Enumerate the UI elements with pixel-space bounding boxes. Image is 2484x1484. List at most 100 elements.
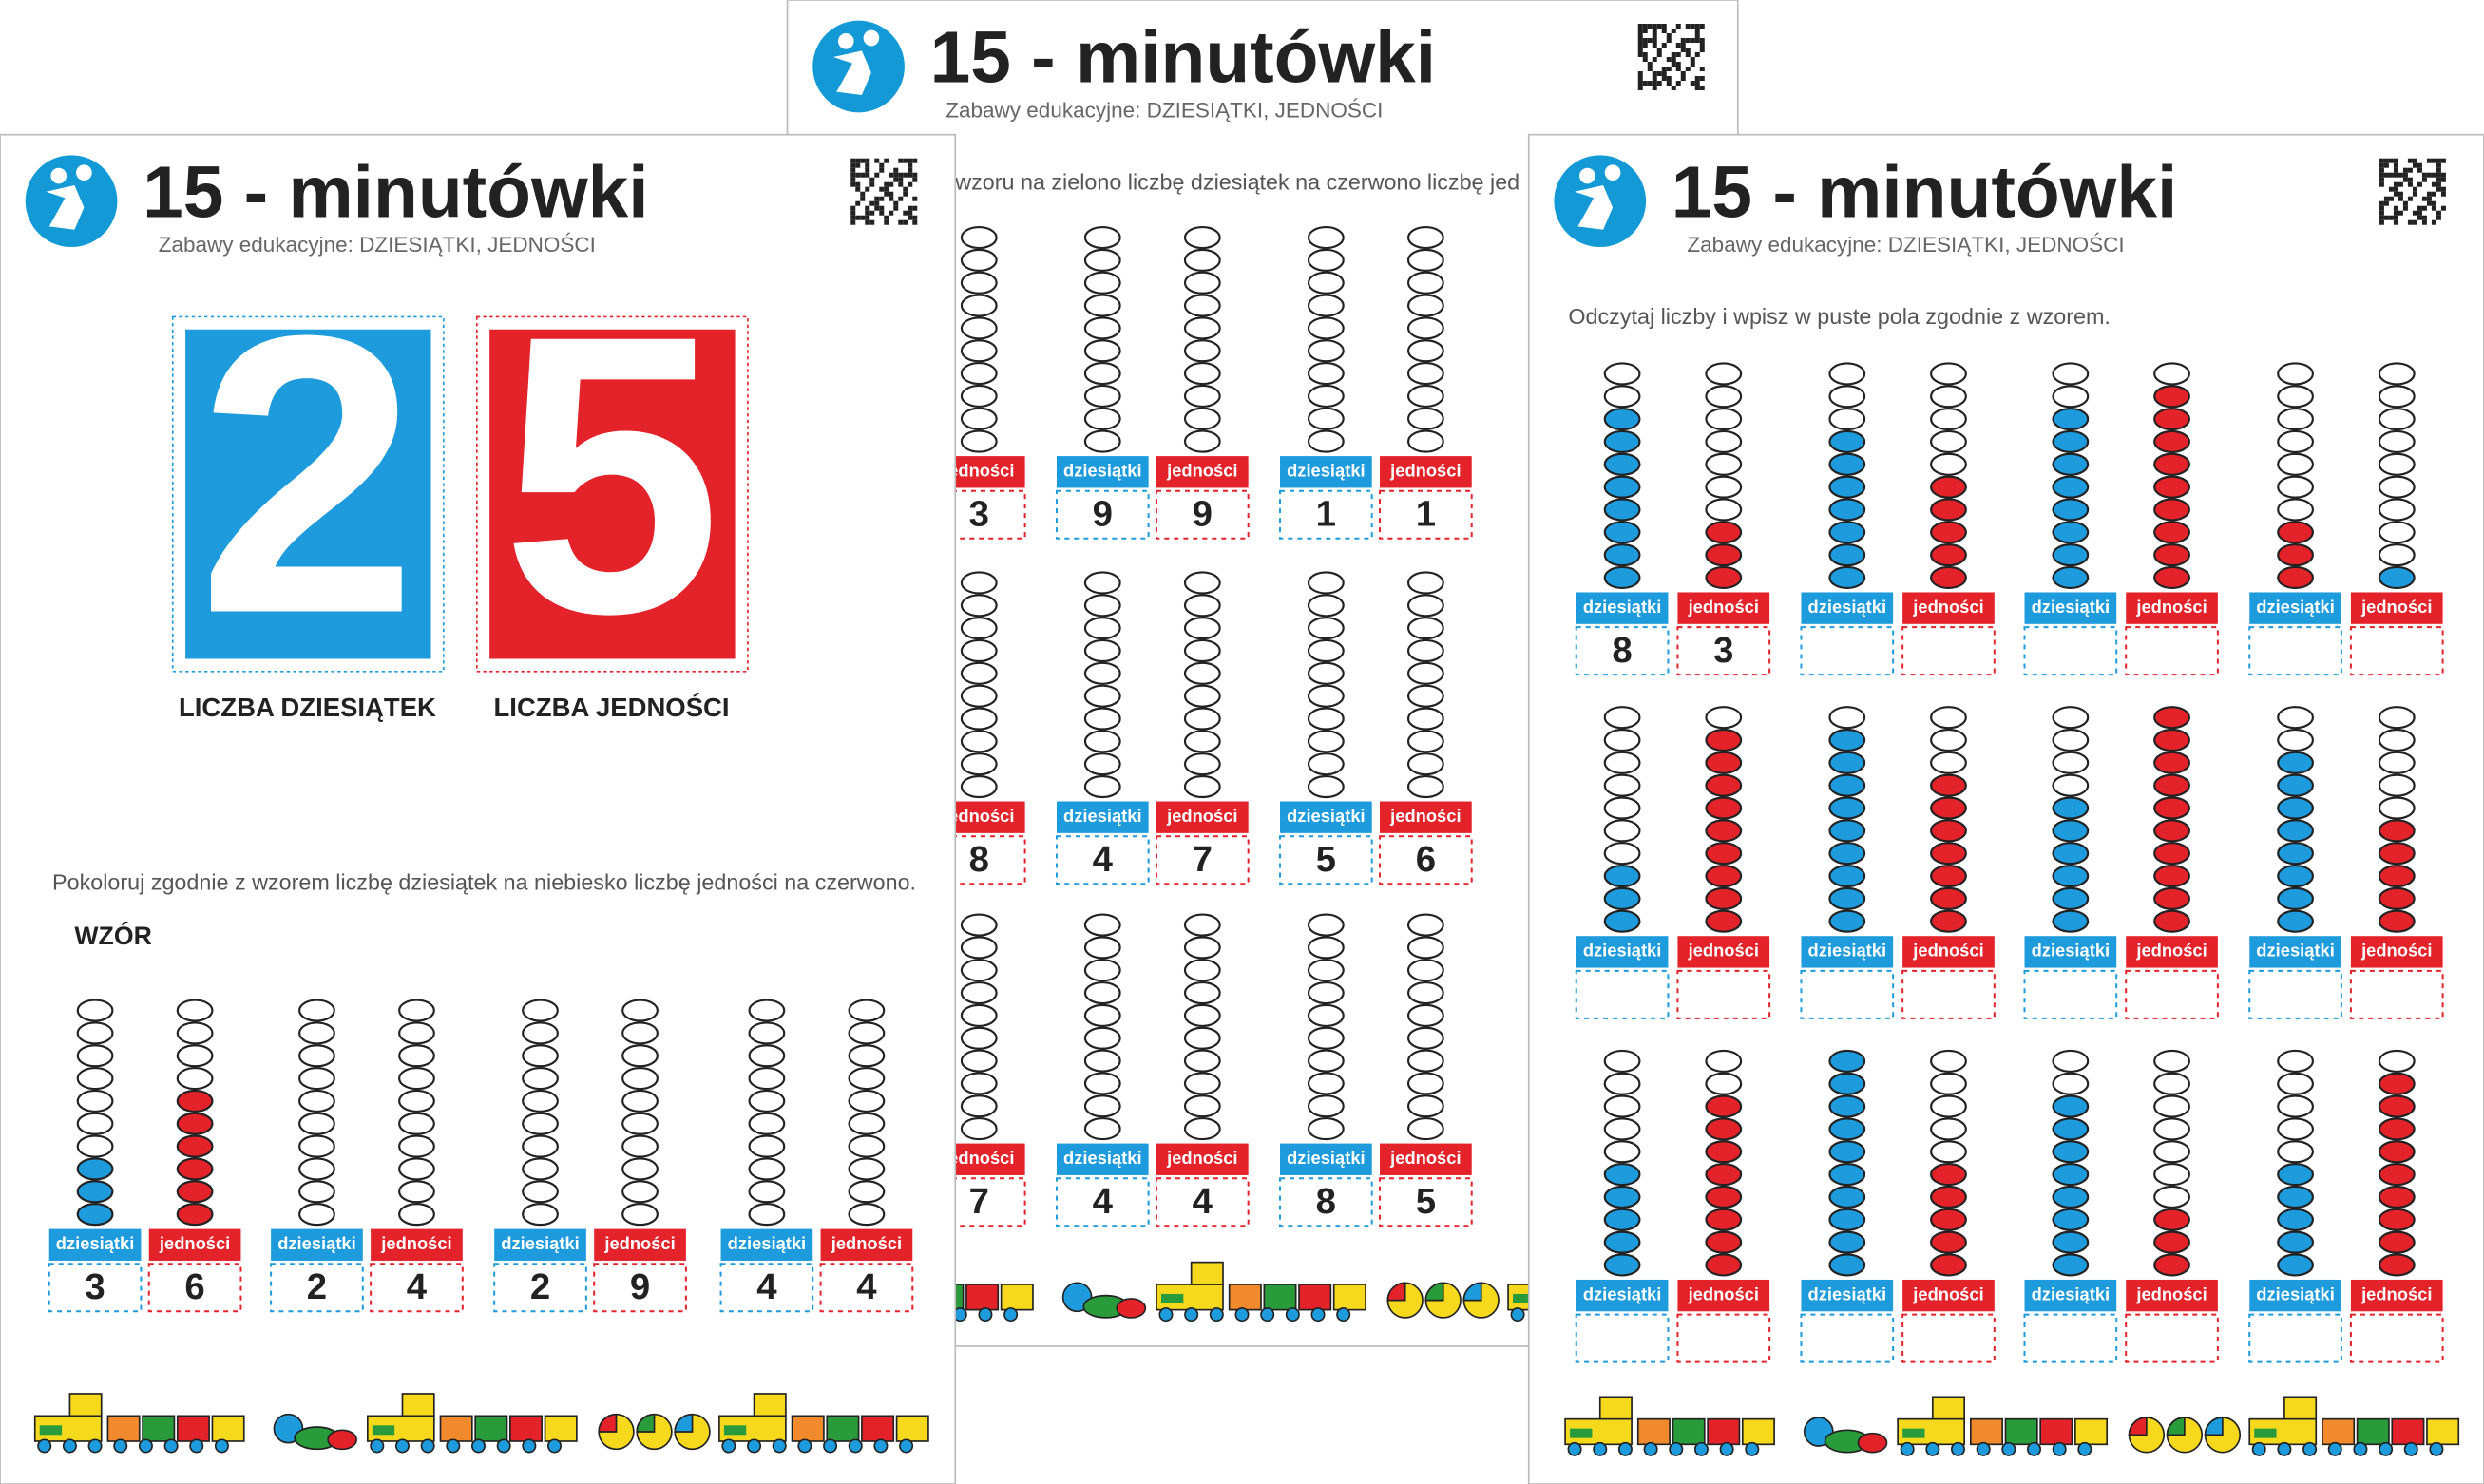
units-label-bg — [1902, 936, 1995, 968]
toy-wheel — [214, 1438, 229, 1454]
bead — [1705, 1208, 1743, 1231]
bead — [1307, 248, 1345, 272]
tens-label-bg — [1280, 1143, 1372, 1175]
qr-cell — [2412, 219, 2417, 225]
qr-cell — [1694, 38, 1700, 44]
qr-cell — [1637, 48, 1643, 53]
qr-cell — [850, 177, 856, 182]
bead — [2277, 521, 2314, 544]
tens-label: dziesiątki — [501, 1233, 580, 1253]
bead-column — [1705, 1049, 1743, 1277]
digit: 9 — [1093, 494, 1113, 535]
qr-cell — [2426, 196, 2432, 201]
bead-column — [960, 913, 998, 1141]
digit: 5 — [1416, 1181, 1436, 1222]
bead — [1183, 707, 1221, 731]
toy — [2254, 1428, 2277, 1438]
qr-cell — [893, 167, 899, 173]
bead — [2153, 543, 2190, 567]
qr-cell — [912, 215, 918, 220]
bead — [1083, 774, 1121, 799]
bead — [2052, 498, 2090, 522]
bead — [1307, 752, 1345, 776]
tens-label: dziesiątki — [56, 1233, 135, 1253]
bead — [1307, 271, 1345, 295]
qr-cell — [865, 219, 870, 225]
bead — [1406, 959, 1444, 982]
bead-column — [1307, 225, 1345, 453]
subtitle: Zabawy edukacyjne: DZIESIĄTKI, JEDNOŚCI — [159, 233, 596, 257]
digit: 2 — [307, 1266, 327, 1307]
bead — [960, 225, 998, 250]
qr-cell — [2398, 172, 2403, 178]
qr-cell — [2436, 177, 2441, 182]
qr-cell — [1642, 29, 1648, 34]
units-label-bg — [2126, 592, 2218, 624]
bead — [2378, 1072, 2416, 1095]
toy-wheel — [1209, 1307, 1224, 1322]
qr-cell — [2402, 172, 2408, 178]
qr-cell — [1637, 71, 1643, 77]
toy — [2356, 1417, 2390, 1446]
toy-wheel — [747, 1438, 762, 1454]
qr-cell — [1694, 33, 1700, 39]
bead — [2052, 886, 2090, 910]
bead — [1930, 408, 1967, 431]
bead-column — [1828, 362, 1866, 590]
qr-cell — [869, 200, 875, 206]
bead — [1307, 1003, 1345, 1027]
qr-cell — [889, 191, 894, 197]
bead — [176, 1157, 214, 1181]
bead — [1183, 752, 1221, 776]
bead — [522, 1089, 559, 1113]
qr-cell — [2379, 158, 2384, 163]
digit: 3 — [969, 494, 989, 535]
bead-column — [2277, 1049, 2314, 1277]
bead — [2153, 773, 2190, 797]
qr-cell — [1666, 38, 1672, 44]
bead — [748, 1203, 786, 1227]
bead — [522, 1180, 559, 1204]
bead — [1930, 751, 1967, 774]
page-sheet — [1527, 133, 2484, 1484]
qr-cell — [850, 215, 856, 220]
qr-cell — [2421, 215, 2427, 220]
bead — [2378, 864, 2416, 888]
bead — [2378, 1230, 2416, 1254]
bead — [1083, 316, 1121, 340]
toy-wheel — [163, 1438, 179, 1454]
qr-cell — [879, 167, 885, 173]
bead — [1828, 706, 1866, 730]
bead — [2277, 362, 2314, 386]
qr-cell — [850, 162, 856, 168]
toy-wheel — [1617, 1441, 1633, 1456]
bead — [2378, 1094, 2416, 1118]
bead — [1828, 429, 1866, 454]
qr-cell — [865, 172, 870, 178]
answer-box — [931, 835, 1026, 885]
bead — [2153, 1072, 2190, 1095]
bead — [1183, 407, 1221, 430]
bead — [1930, 909, 1967, 933]
qr-cell — [1694, 86, 1700, 91]
qr-cell — [1637, 86, 1643, 91]
qr-cell — [2431, 205, 2436, 211]
bead — [960, 339, 998, 363]
qr-cell — [2383, 196, 2389, 201]
tens-label-bg — [2249, 592, 2341, 624]
bead — [1406, 913, 1444, 937]
bead — [2277, 1185, 2314, 1209]
qr-cell — [2417, 167, 2422, 173]
bead-column — [2153, 362, 2190, 590]
tens-label-bg — [1576, 1279, 1669, 1312]
logo-head — [863, 29, 880, 47]
bead — [1930, 1140, 1967, 1164]
units-label-bg — [2126, 936, 2218, 968]
toy-wheel — [2327, 1441, 2342, 1456]
qr-cell — [2412, 210, 2417, 216]
bead — [1183, 594, 1221, 618]
bead — [2277, 773, 2314, 797]
bead — [1083, 1049, 1121, 1073]
units-label: jedności — [1166, 1148, 1237, 1168]
